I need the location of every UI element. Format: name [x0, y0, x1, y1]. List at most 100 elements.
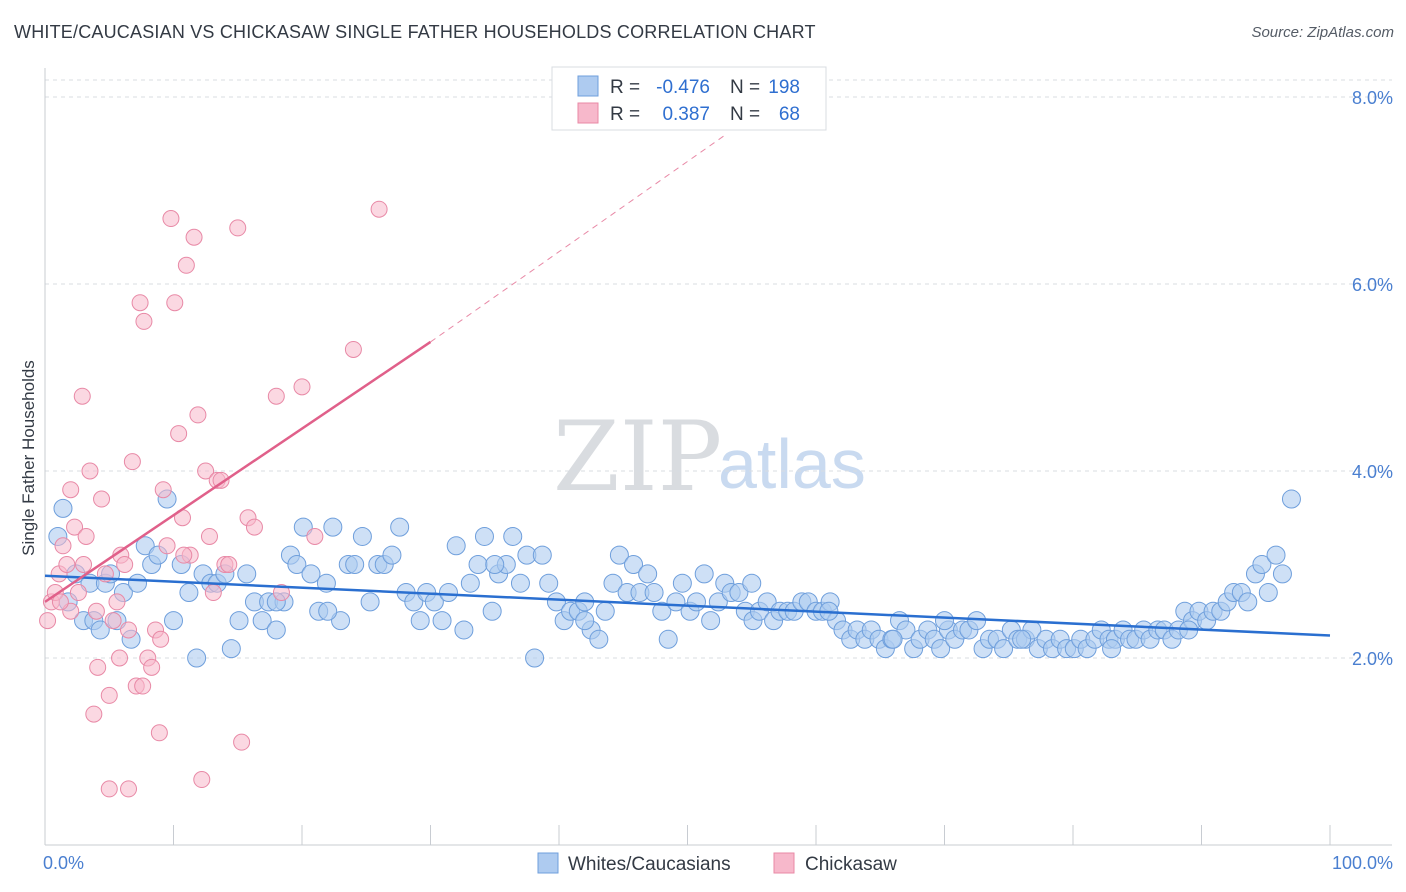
- trend-line-chickasaw: [44, 340, 432, 603]
- whites-point-70: [539, 573, 559, 593]
- whites-point-121: [896, 620, 916, 640]
- whites-point-36: [293, 517, 313, 537]
- y-axis-label: Single Father Households: [19, 360, 38, 556]
- whites-point-35: [287, 555, 307, 574]
- whites-point-185: [1012, 629, 1032, 649]
- whites-point-28: [237, 564, 257, 584]
- chickasaw-point-27: [143, 658, 161, 676]
- chickasaw-point-17: [104, 612, 122, 630]
- chickasaw-point-54: [293, 378, 311, 396]
- chickasaw-point-12: [85, 705, 103, 723]
- source-credit: Source: ZipAtlas.com: [1251, 24, 1394, 41]
- whites-point-135: [994, 639, 1014, 659]
- whites-point-178: [318, 601, 338, 621]
- legend-n-value-whites: 198: [768, 77, 800, 98]
- watermark-zip: ZIP: [553, 401, 722, 513]
- chickasaw-point-59: [120, 780, 138, 798]
- whites-point-48: [382, 545, 402, 565]
- whites-point-173: [1258, 583, 1278, 603]
- whites-point-78: [595, 601, 615, 621]
- whites-point-84: [638, 564, 658, 584]
- chickasaw-point-24: [131, 294, 149, 312]
- chickasaw-point-53: [272, 584, 290, 602]
- chickasaw-point-22: [123, 453, 141, 471]
- whites-point-40: [323, 517, 343, 537]
- chickasaw-point-29: [150, 724, 168, 742]
- chickasaw-point-18: [108, 593, 126, 611]
- legend-swatch-whites: [577, 75, 599, 97]
- chickasaw-point-52: [267, 387, 285, 405]
- whites-point-183: [883, 629, 903, 649]
- chickasaw-point-32: [162, 210, 180, 228]
- chickasaw-point-51: [245, 518, 263, 536]
- y-tick-label-0: 2.0%: [1352, 649, 1393, 669]
- chickasaw-point-10: [77, 527, 95, 545]
- whites-point-44: [352, 526, 372, 546]
- whites-point-20: [179, 583, 199, 603]
- chickasaw-point-48: [229, 219, 247, 237]
- chickasaw-point-67: [175, 546, 193, 564]
- whites-point-186: [1102, 639, 1122, 659]
- legend-n-label-chickasaw: N =: [730, 104, 760, 125]
- whites-point-1: [53, 498, 73, 518]
- whites-point-61: [474, 526, 494, 546]
- chickasaw-point-8: [69, 584, 87, 602]
- whites-point-49: [390, 517, 410, 537]
- whites-point-89: [672, 573, 692, 593]
- trend-line-chickasaw-extension: [430, 133, 727, 343]
- trend-lines: [44, 133, 1331, 637]
- whites-point-126: [931, 639, 951, 659]
- whites-point-32: [266, 620, 286, 640]
- chickasaw-point-65: [134, 677, 152, 695]
- chickasaw-point-38: [185, 228, 203, 246]
- chickasaw-point-25: [135, 312, 153, 330]
- whites-point-79: [603, 573, 623, 593]
- whites-point-13: [128, 573, 148, 593]
- chickasaw-point-43: [204, 584, 222, 602]
- chickasaw-point-5: [58, 556, 76, 573]
- legend-n-label-whites: N =: [730, 77, 760, 98]
- series-legend: Whites/Caucasians Chickasaw: [537, 852, 897, 875]
- chickasaw-point-61: [62, 481, 80, 499]
- y-tick-label-2: 6.0%: [1352, 275, 1393, 295]
- legend-r-value-whites: -0.476: [656, 77, 710, 98]
- whites-point-71: [546, 592, 566, 612]
- whites-point-26: [221, 639, 241, 659]
- chickasaw-point-31: [158, 537, 176, 555]
- chickasaw-point-21: [120, 621, 138, 639]
- whites-point-172: [1252, 555, 1272, 574]
- whites-point-85: [644, 583, 664, 603]
- chickasaw-point-36: [177, 256, 195, 274]
- bottom-legend-label-whites: Whites/Caucasians: [568, 854, 731, 875]
- bottom-legend-label-chickasaw: Chickasaw: [805, 854, 897, 875]
- whites-point-174: [1266, 545, 1286, 565]
- whites-point-56: [438, 583, 458, 603]
- axes: 2.0% 4.0% 6.0% 8.0% 0.0% 100.0%: [43, 68, 1393, 873]
- whites-point-87: [658, 629, 678, 649]
- whites-point-52: [410, 611, 430, 631]
- whites-point-176: [1281, 489, 1301, 509]
- whites-point-65: [503, 526, 523, 546]
- whites-point-91: [686, 592, 706, 612]
- chickasaw-point-57: [370, 200, 388, 218]
- whites-point-41: [331, 611, 351, 631]
- chickasaw-point-20: [116, 556, 134, 573]
- whites-point-59: [460, 573, 480, 593]
- chickasaw-point-14: [93, 490, 111, 508]
- whites-point-14: [135, 536, 155, 556]
- chickasaw-point-0: [39, 612, 57, 630]
- bottom-legend-swatch-chickasaw: [773, 852, 795, 874]
- whites-point-43: [345, 555, 365, 574]
- chickasaw-point-30: [154, 481, 172, 499]
- chickasaw-point-66: [152, 630, 170, 648]
- series-chickasaw-points: [39, 200, 388, 798]
- series-whites-points: [48, 489, 1301, 668]
- whites-point-57: [446, 536, 466, 556]
- whites-point-170: [1238, 592, 1258, 612]
- whites-point-184: [935, 611, 954, 631]
- whites-point-101: [757, 592, 777, 612]
- chickasaw-point-42: [200, 527, 218, 545]
- legend-r-value-chickasaw: 0.387: [662, 104, 710, 125]
- whites-point-37: [301, 564, 321, 584]
